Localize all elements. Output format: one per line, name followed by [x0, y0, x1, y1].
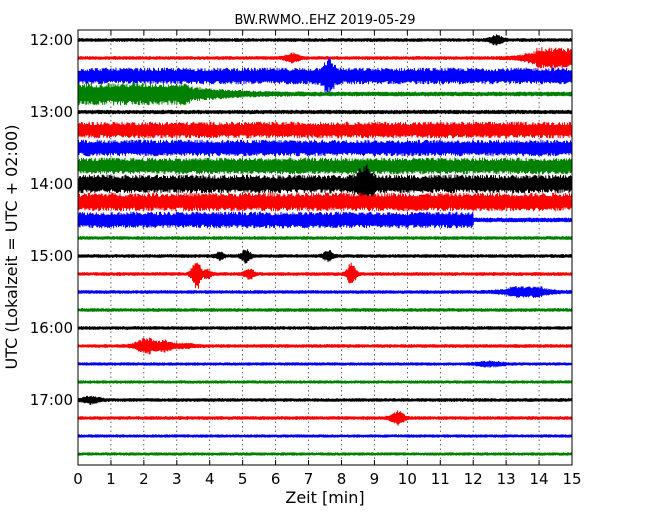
- x-tick-label: 13: [497, 470, 516, 488]
- trace-1745: [77, 452, 573, 456]
- x-tick-label: 12: [464, 470, 483, 488]
- x-tick-label: 0: [73, 470, 83, 488]
- trace-1700: [77, 395, 573, 405]
- x-tick-label: 5: [238, 470, 248, 488]
- trace-1600: [77, 326, 573, 330]
- y-tick-label: 14:00: [30, 175, 73, 193]
- x-tick-label: 2: [139, 470, 149, 488]
- x-tick-label: 3: [172, 470, 182, 488]
- trace-1200: [77, 34, 573, 46]
- trace-1500: [77, 249, 573, 264]
- trace-1245: [77, 82, 573, 106]
- x-tick-label: 6: [271, 470, 281, 488]
- trace-1515: [77, 262, 573, 289]
- chart-title: BW.RWMO..EHZ 2019-05-29: [234, 13, 415, 28]
- trace-1730: [77, 434, 573, 438]
- trace-1230: [77, 58, 573, 94]
- trace-1530: [77, 286, 573, 298]
- trace-1330: [77, 139, 573, 157]
- grid-lines: [110, 30, 540, 465]
- y-tick-label: 17:00: [30, 391, 73, 409]
- x-tick-label: 4: [205, 470, 215, 488]
- y-axis: 12:00 13:00 14:00 15:00 16:00 17:00: [30, 31, 572, 409]
- x-axis-label: Zeit [min]: [285, 488, 364, 507]
- y-tick-label: 15:00: [30, 247, 73, 265]
- plot-frame: [77, 29, 573, 466]
- trace-1345: [77, 157, 573, 175]
- trace-1315: [77, 121, 573, 139]
- x-tick-label: 9: [370, 470, 380, 488]
- trace-1415: [77, 192, 573, 212]
- trace-1545: [77, 308, 573, 312]
- trace-1615: [77, 337, 573, 355]
- trace-1215: [77, 47, 573, 69]
- x-tick-label: 10: [398, 470, 417, 488]
- traces: [77, 34, 573, 456]
- x-tick-label: 1: [106, 470, 116, 488]
- y-tick-label: 13:00: [30, 103, 73, 121]
- trace-1630: [77, 360, 573, 368]
- trace-1300: [77, 109, 573, 115]
- x-tick-label: 14: [530, 470, 549, 488]
- trace-1430: [77, 211, 573, 229]
- x-axis: 0 1 2 3 4 5 6 7 8 9 10 11 12 13 14 15: [73, 30, 582, 488]
- y-tick-label: 12:00: [30, 31, 73, 49]
- x-tick-label: 11: [431, 470, 450, 488]
- trace-1400: [77, 164, 573, 205]
- trace-1715: [77, 410, 573, 426]
- x-tick-label: 7: [304, 470, 314, 488]
- trace-1645: [77, 380, 573, 384]
- y-axis-label: UTC (Lokalzeit = UTC + 02:00): [2, 125, 21, 370]
- trace-1445: [77, 236, 573, 240]
- y-tick-label: 16:00: [30, 319, 73, 337]
- x-tick-label: 15: [562, 470, 581, 488]
- x-tick-label: 8: [337, 470, 347, 488]
